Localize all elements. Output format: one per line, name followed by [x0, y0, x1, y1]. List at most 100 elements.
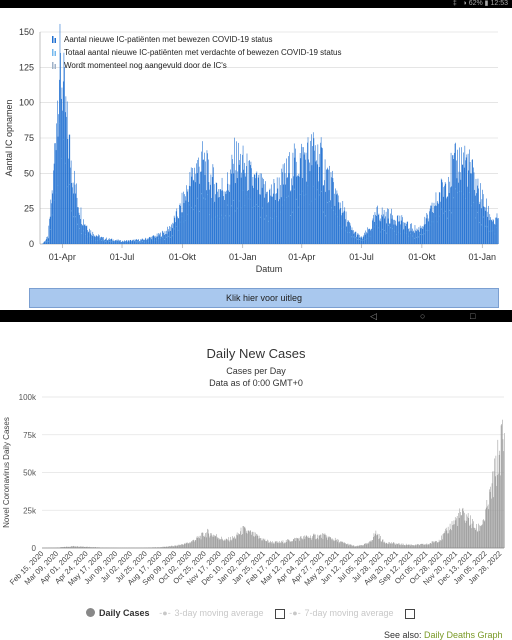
- bar: [124, 241, 126, 244]
- daily-deaths-link[interactable]: Daily Deaths Graph: [424, 630, 503, 640]
- recents-icon[interactable]: □: [470, 311, 476, 321]
- bar: [263, 184, 265, 244]
- bar: [502, 419, 503, 548]
- y-tick-label: 25: [24, 204, 34, 214]
- explanation-button[interactable]: Klik hier voor uitleg: [29, 288, 499, 308]
- bar: [133, 239, 134, 244]
- bar: [245, 528, 246, 548]
- bar: [392, 215, 393, 244]
- bar: [232, 163, 234, 244]
- bar: [354, 546, 355, 548]
- bar: [115, 240, 117, 244]
- bar: [126, 240, 128, 244]
- bar: [70, 160, 72, 244]
- bar: [233, 537, 235, 548]
- bar: [486, 500, 488, 548]
- bar: [336, 190, 338, 244]
- bar: [499, 450, 501, 548]
- bar: [231, 154, 233, 244]
- bar: [87, 547, 89, 548]
- bar: [313, 138, 315, 244]
- bar: [118, 239, 119, 244]
- x-axis-label: Datum: [256, 264, 283, 274]
- bar: [445, 183, 447, 244]
- bar: [181, 544, 182, 548]
- bar: [451, 186, 453, 244]
- bar: [463, 152, 464, 244]
- bar: [312, 146, 313, 244]
- bar: [396, 543, 397, 548]
- bar: [359, 237, 361, 244]
- bar: [466, 154, 468, 244]
- bar: [405, 543, 407, 548]
- bar: [253, 188, 254, 244]
- bar: [465, 514, 467, 548]
- bar: [427, 218, 429, 244]
- bar: [255, 173, 257, 244]
- bar: [470, 515, 471, 548]
- bar: [380, 221, 382, 244]
- bar: [432, 541, 433, 548]
- bar: [185, 200, 187, 244]
- bar: [101, 237, 103, 244]
- bar: [81, 546, 82, 548]
- bar-suspected: [378, 227, 380, 229]
- legend-7day[interactable]: -●- 7-day moving average: [288, 606, 393, 620]
- bar: [502, 439, 504, 548]
- bar: [420, 544, 421, 548]
- legend-3day[interactable]: -●- 3-day moving average: [158, 606, 263, 620]
- bar: [262, 177, 264, 244]
- bar-suspected: [181, 215, 183, 217]
- bar: [269, 189, 270, 244]
- home-icon[interactable]: ○: [420, 311, 426, 321]
- bar: [220, 539, 222, 548]
- bar: [78, 207, 79, 244]
- bar-suspected: [211, 218, 212, 220]
- bar: [278, 542, 279, 548]
- bar-suspected: [278, 220, 279, 222]
- bar: [280, 185, 281, 244]
- bar: [493, 220, 494, 244]
- bar-suspected: [171, 235, 173, 237]
- 3day-checkbox[interactable]: [275, 609, 285, 619]
- bar-suspected: [419, 233, 421, 235]
- 7day-checkbox[interactable]: [405, 609, 415, 619]
- bar: [361, 545, 362, 548]
- bar: [335, 540, 337, 548]
- bar-suspected: [301, 190, 303, 192]
- bar: [299, 152, 301, 244]
- bar: [324, 159, 326, 244]
- bar: [187, 543, 189, 548]
- bar-suspected: [136, 241, 138, 243]
- bar: [325, 191, 327, 244]
- bar: [162, 547, 163, 548]
- bar: [342, 200, 344, 244]
- back-icon[interactable]: ◁: [370, 311, 377, 321]
- bar-suspected: [164, 238, 165, 240]
- bar: [288, 172, 290, 244]
- bar: [51, 190, 53, 244]
- bar: [231, 540, 232, 548]
- bar: [397, 215, 399, 244]
- bar: [251, 168, 252, 244]
- bar: [236, 178, 238, 244]
- bar: [380, 535, 381, 548]
- bar: [272, 196, 273, 244]
- bar: [192, 168, 193, 244]
- bar: [436, 540, 437, 548]
- bar: [497, 218, 498, 244]
- bar: [423, 544, 424, 548]
- bar: [464, 520, 466, 548]
- legend-daily-cases[interactable]: Daily Cases: [86, 606, 150, 620]
- bar: [177, 216, 178, 244]
- bar: [488, 220, 490, 244]
- bar: [335, 188, 336, 244]
- bar: [98, 234, 99, 244]
- bar: [307, 536, 309, 548]
- bar-suspected: [410, 232, 411, 234]
- bar: [181, 192, 183, 244]
- bar: [309, 538, 311, 548]
- bar: [235, 170, 237, 244]
- bar-suspected: [455, 188, 456, 190]
- bar: [385, 542, 387, 548]
